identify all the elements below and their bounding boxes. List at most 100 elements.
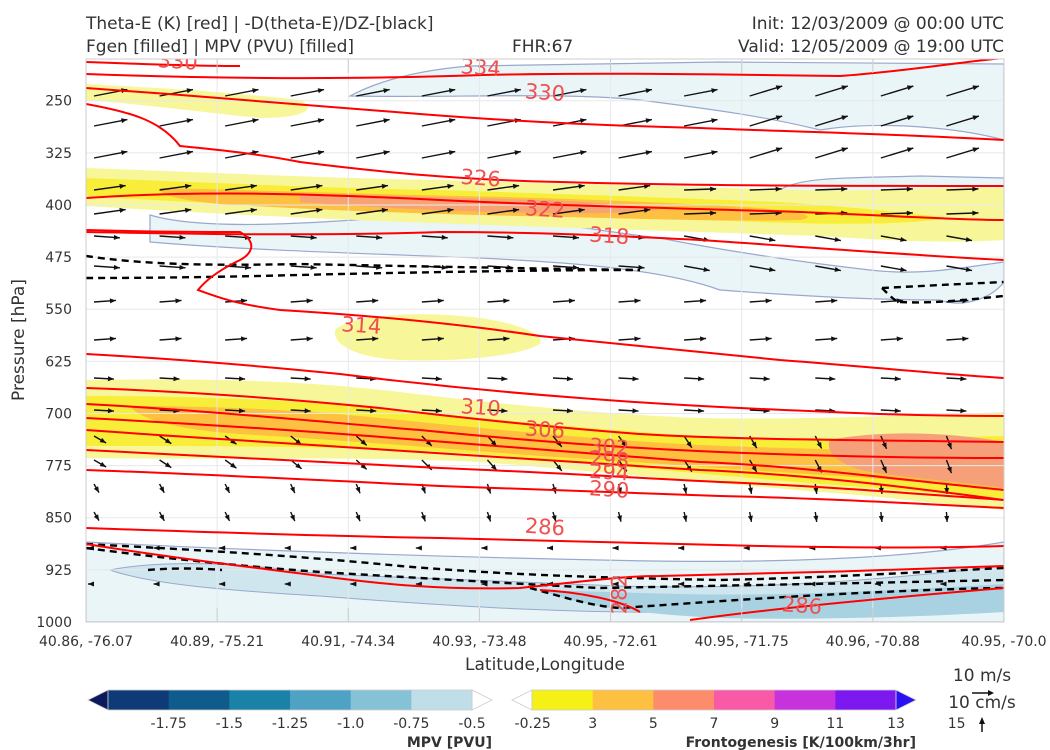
colorbar-extend-left bbox=[511, 689, 533, 711]
wind-vector-head bbox=[894, 408, 901, 414]
theta-e-line-306 bbox=[86, 403, 1004, 459]
wind-vector-head bbox=[175, 298, 182, 304]
colorbar-tick-label: 5 bbox=[649, 716, 658, 732]
wind-vector-head bbox=[896, 336, 903, 342]
x-tick-label: 40.95, -70.0 bbox=[961, 634, 1046, 650]
wind-vector-head bbox=[355, 486, 361, 494]
theta-e-label-text: 318 bbox=[588, 222, 630, 249]
wind-vector-head bbox=[224, 486, 230, 493]
wind-vector-head bbox=[173, 376, 180, 382]
wind-vector-head bbox=[682, 515, 688, 522]
y-tick-label: 400 bbox=[45, 198, 72, 214]
theta-e-label-text: 322 bbox=[524, 196, 566, 223]
wind-vector-head bbox=[290, 486, 295, 494]
x-tick-label: 40.89, -75.21 bbox=[170, 634, 264, 650]
colorbars: -1.75 -1.5 -1.25 -1.0 -0.75 -0.5 -0.25 MPV [PVU… bbox=[87, 689, 966, 750]
wind-vector-head bbox=[711, 88, 718, 94]
stability-contours bbox=[86, 254, 1004, 610]
stability-contour-right bbox=[881, 280, 1004, 304]
wind-vector-head bbox=[490, 464, 497, 471]
theta-e-label: 334 bbox=[460, 59, 502, 81]
wind-vector-head bbox=[831, 298, 838, 304]
wind-vector-head bbox=[699, 298, 707, 304]
y-tick-label: 550 bbox=[45, 302, 72, 318]
theta-e-label-text: 282 bbox=[607, 574, 631, 614]
wind-vector-head bbox=[632, 408, 639, 414]
wind-vector-head bbox=[816, 441, 822, 449]
theta-e-line-286-lower bbox=[689, 587, 1004, 621]
wind-vector-head bbox=[686, 441, 692, 448]
wind-vector-head bbox=[612, 581, 619, 587]
wind-vector-head bbox=[1038, 147, 1044, 152]
wind-vector-head bbox=[1038, 211, 1044, 216]
wind-vector bbox=[1012, 300, 1034, 302]
wind-vector-head bbox=[317, 88, 325, 94]
wind-vector-head bbox=[896, 298, 903, 304]
theta-e-label: 310 bbox=[460, 394, 502, 421]
colorbar-swatch bbox=[290, 690, 352, 710]
wind-vector-head bbox=[894, 376, 901, 382]
wind-vector-head bbox=[437, 298, 444, 304]
wind-vector-head bbox=[1006, 582, 1012, 587]
wind-vector-head bbox=[743, 545, 750, 551]
wind-vector-head bbox=[547, 545, 553, 551]
wind-vector-head bbox=[946, 466, 952, 474]
theta-e-label: 282 bbox=[607, 574, 631, 614]
wind-vector-head bbox=[238, 376, 246, 382]
wind-vector-head bbox=[645, 118, 652, 124]
wind-vector-head bbox=[316, 207, 323, 213]
wind-vector-head bbox=[678, 581, 685, 587]
wind-vector-head bbox=[99, 437, 107, 443]
wind-vector-head bbox=[645, 88, 652, 94]
theta-e-label: 286 bbox=[781, 592, 823, 619]
wind-vector-head bbox=[747, 487, 753, 494]
colorbar-swatch bbox=[108, 690, 170, 710]
colorbar-frame bbox=[107, 689, 473, 711]
wind-reference-horizontal-arrowhead bbox=[988, 690, 994, 696]
theta-e-label: 302 bbox=[588, 434, 630, 461]
wind-vector-head bbox=[906, 147, 914, 153]
theta-e-label-text: 286 bbox=[781, 592, 823, 619]
theta-e-line-290 bbox=[86, 469, 1004, 509]
wind-vector-head bbox=[710, 186, 717, 192]
wind-vector-head bbox=[568, 298, 575, 304]
colorbar-swatch bbox=[714, 690, 776, 710]
wind-vector-head bbox=[765, 298, 772, 304]
wind-vector-head bbox=[612, 545, 619, 551]
y-tick-label: 1000 bbox=[36, 615, 72, 631]
x-tick-label: 40.91, -74.34 bbox=[301, 634, 395, 650]
wind-vector-head bbox=[710, 210, 717, 216]
wind-vector-head bbox=[697, 376, 705, 382]
theta-e-label-text: 294 bbox=[588, 459, 630, 486]
theta-e-label-text: 326 bbox=[460, 165, 502, 192]
theta-e-label-text: 302 bbox=[588, 434, 630, 461]
wind-vector-head bbox=[580, 118, 587, 124]
wind-vector-head bbox=[284, 545, 291, 551]
wind-vector-head bbox=[415, 545, 422, 551]
title-line2: Fgen [filled] | MPV (PVU) [filled] bbox=[86, 37, 355, 57]
wind-vector-head bbox=[940, 581, 947, 587]
wind-vector-head bbox=[747, 515, 753, 522]
wind-vector-head bbox=[238, 408, 246, 414]
wind-vector-head bbox=[906, 186, 913, 192]
wind-vector-head bbox=[841, 115, 848, 121]
theta-e-line-298 bbox=[86, 429, 1004, 501]
wind-vector-head bbox=[751, 465, 757, 473]
colorbar-extend-right bbox=[471, 689, 493, 711]
wind-vector-head bbox=[310, 234, 317, 240]
wind-vector-head bbox=[360, 439, 367, 446]
theta-e-label: 298 bbox=[588, 446, 630, 473]
wind-vector-head bbox=[306, 336, 313, 342]
wind-vector-head bbox=[881, 442, 887, 449]
colorbar-tick-label: 9 bbox=[770, 716, 779, 732]
wind-vector-head bbox=[501, 408, 508, 414]
wind-vector-head bbox=[383, 150, 390, 156]
wind-vector-head bbox=[107, 376, 114, 382]
theta-e-label: 318 bbox=[588, 222, 630, 249]
wind-vector-head bbox=[486, 515, 492, 522]
fgen-fill-mid-blob bbox=[334, 314, 541, 361]
wind-vector-head bbox=[765, 336, 772, 342]
wind-vector-head bbox=[381, 183, 388, 189]
wind-vector-head bbox=[809, 581, 816, 587]
